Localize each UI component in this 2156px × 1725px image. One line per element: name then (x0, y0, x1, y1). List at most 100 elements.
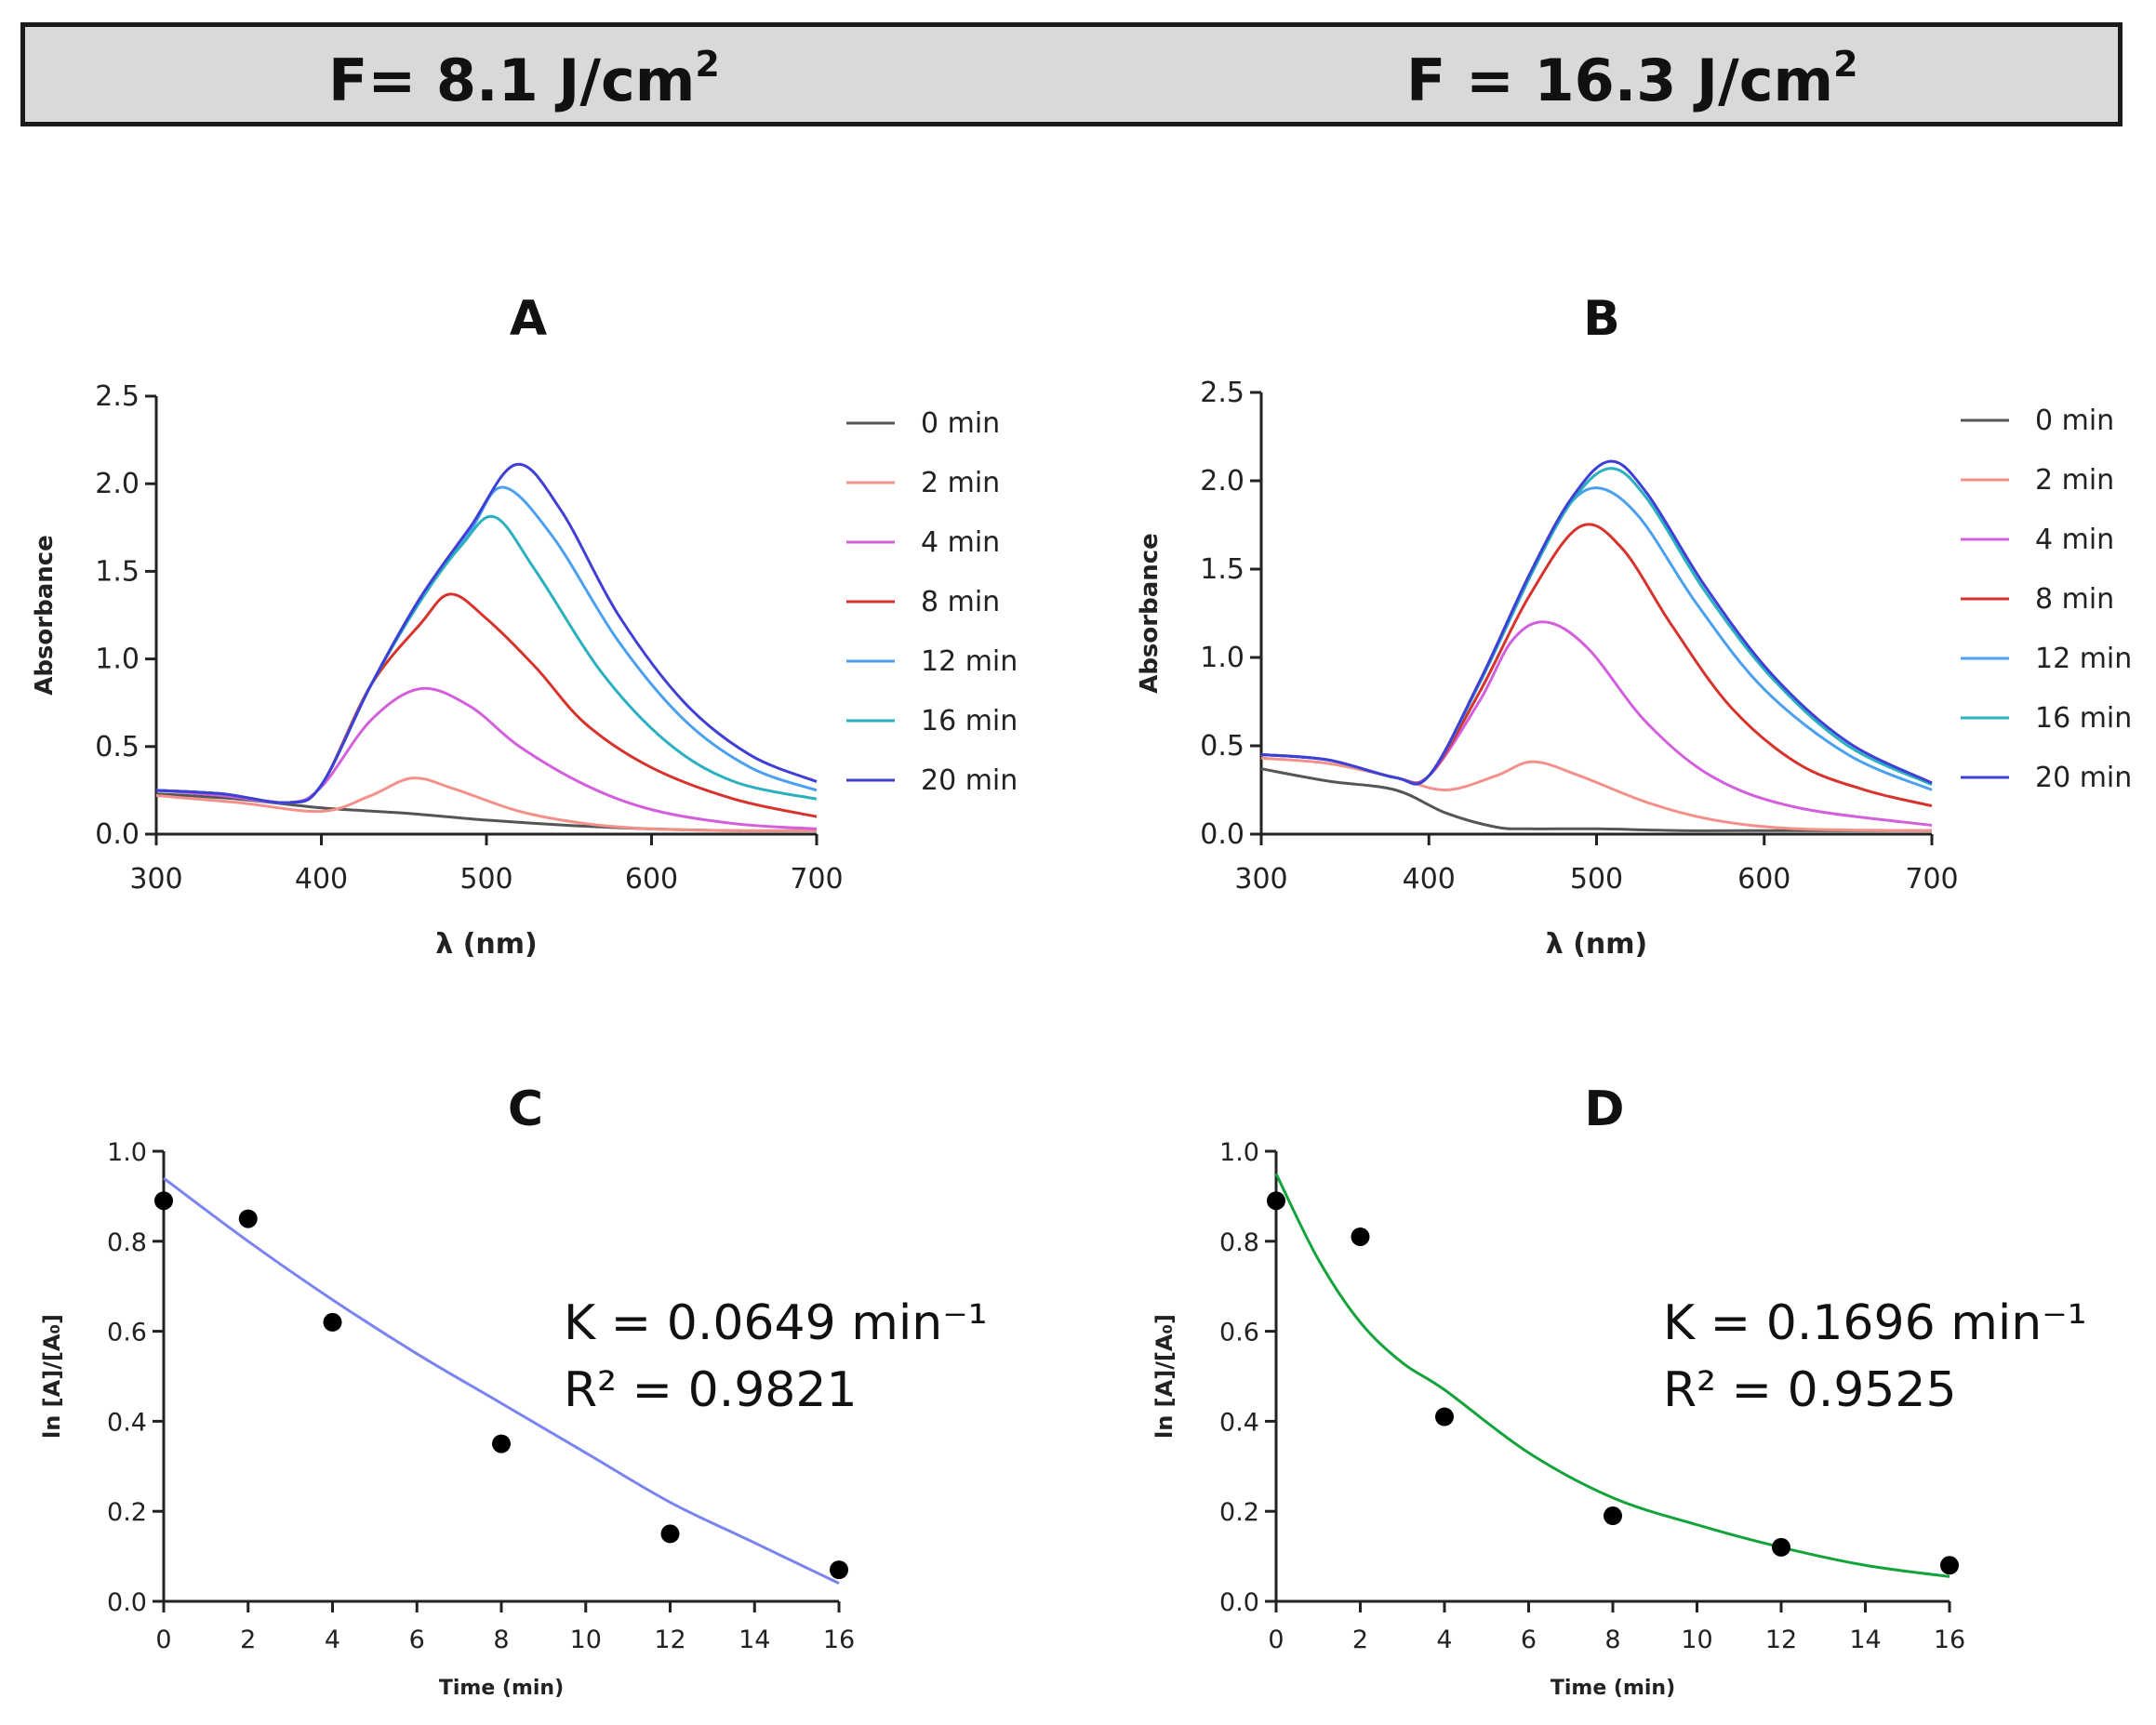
series-line-4-min (155, 686, 818, 830)
y-tick-label: 2.0 (1200, 465, 1244, 498)
x-tick-label: 12 (1765, 1625, 1797, 1654)
series-line-8-min (155, 592, 818, 818)
series-line-4-min (1260, 620, 1933, 827)
r-squared-label: R² = 0.9525 (1663, 1362, 1957, 1418)
x-tick-label: 700 (790, 863, 843, 896)
x-tick-label: 600 (1737, 863, 1790, 896)
legend-label: 20 min (921, 764, 1018, 797)
y-tick-label: 2.5 (1200, 377, 1244, 409)
chart-title: C (508, 1081, 543, 1137)
chart-title: A (510, 291, 547, 347)
series-line-12-min (155, 485, 818, 804)
y-tick-label: 0.0 (107, 1588, 147, 1617)
x-axis-label: Time (min) (439, 1677, 564, 1700)
x-tick-label: 8 (1604, 1625, 1620, 1654)
fluence-header-bar: F= 8.1 J/cm2 F = 16.3 J/cm2 (20, 22, 2123, 126)
x-tick-label: 6 (409, 1625, 425, 1654)
series-line-8-min (1260, 523, 1933, 808)
data-point (1351, 1227, 1370, 1246)
data-point (660, 1524, 680, 1544)
series-line-0-min (1260, 767, 1932, 832)
kinetics-chart-d: D 0 2 4 6 8 10 12 14 16 0.0 0.2 0.4 0.6 0.8 1.0 Time (mi… (1151, 1081, 2087, 1700)
legend-label: 8 min (921, 586, 1000, 618)
r-squared-label: R² = 0.9821 (564, 1362, 858, 1418)
fit-curve (163, 1176, 840, 1585)
x-axis-label: λ (nm) (1546, 928, 1647, 961)
data-point (492, 1434, 511, 1453)
y-axis-label: ln [A]/[A₀] (39, 1314, 65, 1439)
x-tick-label: 16 (823, 1625, 855, 1654)
x-tick-label: 14 (1849, 1625, 1881, 1654)
legend-label: 16 min (2035, 702, 2132, 735)
series-line-20-min (155, 462, 818, 804)
chart-title: D (1584, 1081, 1624, 1137)
x-tick-label: 12 (654, 1625, 685, 1654)
data-point (154, 1191, 173, 1211)
y-tick-label: 0.8 (107, 1228, 147, 1257)
y-tick-label: 0.4 (1219, 1408, 1259, 1437)
y-axis-label: Absorbance (31, 535, 59, 696)
x-tick-label: 4 (1436, 1625, 1452, 1654)
y-tick-label: 0.0 (1219, 1588, 1259, 1617)
data-point (1435, 1407, 1454, 1426)
y-tick-label: 2.0 (95, 468, 140, 500)
fluence-label-right: F = 16.3 J/cm2 (1406, 44, 1858, 114)
data-point (1267, 1191, 1285, 1211)
y-tick-label: 1.0 (1219, 1138, 1259, 1167)
x-tick-label: 500 (1570, 863, 1623, 896)
y-tick-label: 1.0 (95, 644, 140, 676)
x-tick-label: 700 (1905, 863, 1958, 896)
kinetics-chart-c: C 0 2 4 6 8 10 12 14 16 0.0 0.2 0.4 0.6 0.8 1.0 Time (mi… (39, 1081, 988, 1700)
legend-label: 2 min (2035, 464, 2114, 497)
legend-label: 12 min (921, 645, 1018, 678)
rate-constant-label: K = 0.0649 min⁻¹ (564, 1295, 988, 1351)
x-tick-label: 0 (1268, 1625, 1284, 1654)
x-tick-label: 16 (1934, 1625, 1965, 1654)
legend-label: 16 min (921, 705, 1018, 737)
x-tick-label: 500 (459, 863, 512, 896)
y-tick-label: 0.2 (1219, 1498, 1259, 1527)
legend-label: 8 min (2035, 583, 2114, 616)
y-tick-label: 0.6 (1219, 1319, 1259, 1347)
data-point (1772, 1537, 1790, 1557)
x-tick-label: 300 (1234, 863, 1287, 896)
x-tick-label: 0 (155, 1625, 171, 1654)
data-point (830, 1560, 848, 1580)
data-point (323, 1312, 342, 1332)
x-tick-label: 300 (129, 863, 182, 896)
fit-curve (1274, 1173, 1950, 1578)
y-tick-label: 0.6 (107, 1319, 147, 1347)
x-axis-label: Time (min) (1550, 1677, 1675, 1700)
legend-label: 0 min (921, 407, 1000, 440)
series-line-16-min (155, 514, 818, 804)
y-tick-label: 0.5 (95, 731, 140, 763)
y-tick-label: 1.5 (1200, 553, 1244, 586)
x-tick-label: 400 (1403, 863, 1456, 896)
x-axis-label: λ (nm) (435, 928, 537, 961)
data-point (1604, 1506, 1622, 1526)
spectrum-chart-a: A 300 400 500 600 700 0.0 0.5 1.0 1.5 2.0 2.5 λ (nm)… (31, 291, 1018, 961)
x-tick-label: 8 (493, 1625, 509, 1654)
y-tick-label: 0.5 (1200, 730, 1244, 763)
legend-label: 20 min (2035, 762, 2132, 794)
series-line-16-min (1260, 467, 1933, 787)
legend-label: 4 min (2035, 524, 2114, 556)
data-point (1940, 1556, 1959, 1575)
fluence-label-left: F= 8.1 J/cm2 (328, 44, 720, 114)
x-tick-label: 4 (325, 1625, 340, 1654)
legend-label: 12 min (2035, 643, 2132, 675)
series-line-20-min (1260, 459, 1933, 786)
y-tick-label: 0.4 (107, 1408, 147, 1437)
x-tick-label: 10 (570, 1625, 602, 1654)
legend-label: 2 min (921, 467, 1000, 499)
x-tick-label: 6 (1521, 1625, 1537, 1654)
x-tick-label: 10 (1681, 1625, 1712, 1654)
y-axis-label: ln [A]/[A₀] (1151, 1314, 1178, 1439)
x-tick-label: 600 (625, 863, 678, 896)
y-tick-label: 0.2 (107, 1498, 147, 1527)
y-axis-label: Absorbance (1136, 533, 1164, 694)
legend-label: 4 min (921, 526, 1000, 559)
y-tick-label: 0.8 (1219, 1228, 1259, 1257)
y-tick-label: 1.5 (95, 555, 140, 588)
chart-title: B (1583, 291, 1620, 347)
